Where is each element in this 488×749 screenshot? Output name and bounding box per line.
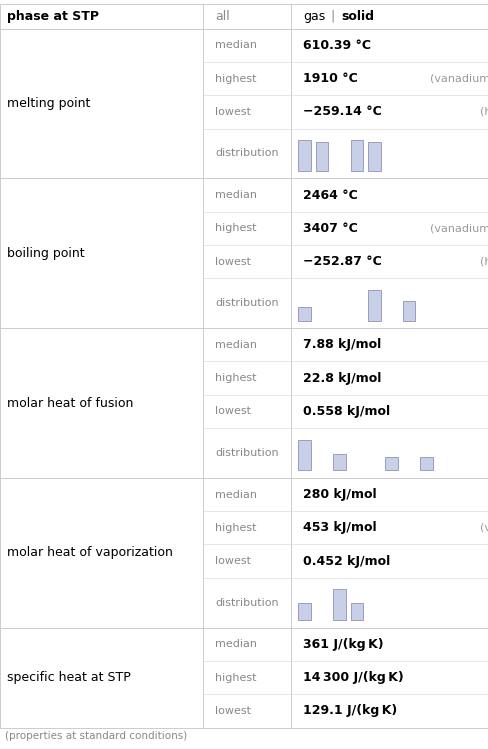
Text: (properties at standard conditions): (properties at standard conditions) <box>5 731 187 742</box>
Text: distribution: distribution <box>215 598 278 607</box>
Text: (vanadium): (vanadium) <box>429 223 488 234</box>
Text: highest: highest <box>215 373 256 383</box>
Bar <box>298 307 310 321</box>
Text: 2464 °C: 2464 °C <box>303 189 357 201</box>
Text: highest: highest <box>215 223 256 234</box>
Bar <box>315 142 327 171</box>
Text: −259.14 °C: −259.14 °C <box>303 106 381 118</box>
Text: 129.1 J/(kg K): 129.1 J/(kg K) <box>303 704 397 718</box>
Text: distribution: distribution <box>215 298 278 309</box>
Text: all: all <box>215 10 229 22</box>
Text: median: median <box>215 640 257 649</box>
Bar <box>298 440 310 470</box>
Text: (vanadium): (vanadium) <box>479 523 488 533</box>
Text: highest: highest <box>215 523 256 533</box>
Text: 0.452 kJ/mol: 0.452 kJ/mol <box>303 554 389 568</box>
Text: 280 kJ/mol: 280 kJ/mol <box>303 488 376 501</box>
Bar <box>419 457 432 470</box>
Text: 3407 °C: 3407 °C <box>303 222 357 235</box>
Bar <box>298 603 310 620</box>
Text: molar heat of fusion: molar heat of fusion <box>7 396 133 410</box>
Text: 453 kJ/mol: 453 kJ/mol <box>303 521 376 534</box>
Text: lowest: lowest <box>215 107 251 117</box>
Bar <box>385 457 397 470</box>
Text: 22.8 kJ/mol: 22.8 kJ/mol <box>303 372 381 384</box>
Text: solid: solid <box>341 10 373 22</box>
Text: 14 300 J/(kg K): 14 300 J/(kg K) <box>303 671 403 684</box>
Text: molar heat of vaporization: molar heat of vaporization <box>7 546 173 560</box>
Text: lowest: lowest <box>215 257 251 267</box>
Bar <box>332 589 345 620</box>
Bar <box>350 140 363 171</box>
Text: distribution: distribution <box>215 148 278 159</box>
Text: boiling point: boiling point <box>7 247 85 260</box>
Text: (hydrogen): (hydrogen) <box>479 257 488 267</box>
Text: 1910 °C: 1910 °C <box>303 72 357 85</box>
Bar <box>350 603 363 620</box>
Text: lowest: lowest <box>215 556 251 566</box>
Text: lowest: lowest <box>215 706 251 716</box>
Text: median: median <box>215 490 257 500</box>
Text: distribution: distribution <box>215 448 278 458</box>
Text: −252.87 °C: −252.87 °C <box>303 255 381 268</box>
Text: specific heat at STP: specific heat at STP <box>7 671 131 684</box>
Text: 361 J/(kg K): 361 J/(kg K) <box>303 638 383 651</box>
Bar <box>367 290 380 321</box>
Text: 610.39 °C: 610.39 °C <box>303 39 370 52</box>
Text: median: median <box>215 40 257 50</box>
Text: gas: gas <box>303 10 325 22</box>
Text: lowest: lowest <box>215 407 251 416</box>
Text: 7.88 kJ/mol: 7.88 kJ/mol <box>303 339 381 351</box>
Text: (hydrogen): (hydrogen) <box>479 107 488 117</box>
Text: 0.558 kJ/mol: 0.558 kJ/mol <box>303 405 389 418</box>
Text: melting point: melting point <box>7 97 91 110</box>
Text: highest: highest <box>215 673 256 682</box>
Bar <box>402 300 414 321</box>
Bar <box>332 454 345 470</box>
Bar <box>367 142 380 171</box>
Text: |: | <box>326 10 338 22</box>
Text: (vanadium): (vanadium) <box>429 73 488 84</box>
Bar <box>298 140 310 171</box>
Text: median: median <box>215 190 257 200</box>
Text: phase at STP: phase at STP <box>7 10 99 22</box>
Text: highest: highest <box>215 73 256 84</box>
Text: median: median <box>215 340 257 350</box>
